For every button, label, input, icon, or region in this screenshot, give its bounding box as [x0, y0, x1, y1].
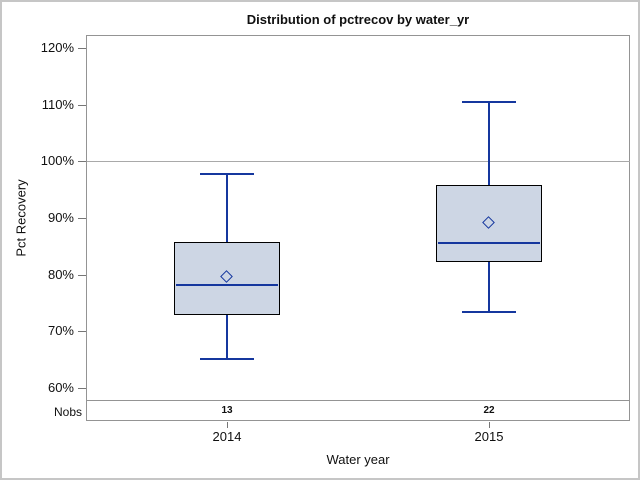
- y-tick-mark: [78, 161, 86, 162]
- nobs-value-2015: 22: [483, 405, 495, 416]
- x-tick-2015: [489, 422, 490, 428]
- nobs-divider-line: [86, 400, 630, 401]
- whisker-cap-lower-2015: [462, 311, 516, 313]
- y-tick-label: 90%: [47, 210, 74, 225]
- y-tick-mark: [78, 218, 86, 219]
- y-tick-mark: [78, 105, 86, 106]
- y-tick-label: 120%: [40, 40, 74, 55]
- median-line-2015: [438, 242, 540, 244]
- y-tick-mark: [78, 275, 86, 276]
- x-axis-title: Water year: [326, 452, 390, 467]
- chart-title: Distribution of pctrecov by water_yr: [246, 12, 470, 27]
- whisker-lower-2014: [226, 315, 228, 359]
- y-tick-mark: [78, 388, 86, 389]
- whisker-cap-upper-2015: [462, 101, 516, 103]
- whisker-cap-lower-2014: [200, 358, 254, 360]
- whisker-lower-2015: [488, 262, 490, 312]
- y-tick-label: 60%: [47, 380, 74, 395]
- box-2015: [436, 185, 542, 262]
- whisker-upper-2014: [226, 174, 228, 242]
- y-tick-label: 80%: [47, 267, 74, 282]
- median-line-2014: [176, 284, 278, 286]
- x-category-label-2014: 2014: [212, 429, 242, 444]
- y-tick-mark: [78, 48, 86, 49]
- whisker-cap-upper-2014: [200, 173, 254, 175]
- y-tick-mark: [78, 331, 86, 332]
- nobs-row-label: Nobs: [53, 405, 82, 419]
- y-tick-label: 110%: [41, 97, 74, 112]
- x-tick-2014: [227, 422, 228, 428]
- box-2014: [174, 242, 280, 315]
- x-category-label-2015: 2015: [474, 429, 504, 444]
- y-tick-label: 70%: [47, 323, 74, 338]
- nobs-value-2014: 13: [221, 405, 233, 416]
- y-tick-label: 100%: [40, 153, 74, 168]
- reference-line-100pct: [87, 161, 630, 162]
- whisker-upper-2015: [488, 102, 490, 185]
